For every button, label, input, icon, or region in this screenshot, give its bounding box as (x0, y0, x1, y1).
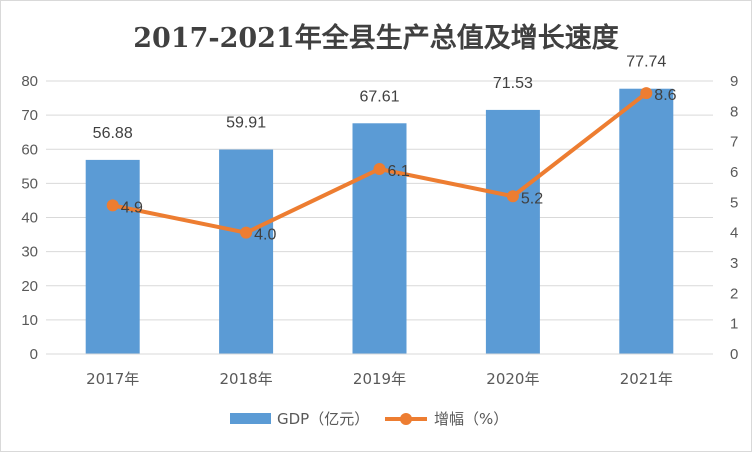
growth-data-label: 4.0 (254, 227, 276, 244)
gdp-bar (619, 88, 674, 354)
right-tick-label: 6 (730, 164, 738, 181)
x-tick-label: 2019年 (353, 370, 406, 388)
legend-gdp-swatch (230, 413, 271, 424)
gdp-data-label: 77.74 (626, 54, 666, 71)
x-tick-label: 2018年 (220, 370, 273, 388)
right-axis: 0 1 2 3 4 5 6 7 8 9 (730, 73, 738, 363)
gdp-bar (219, 149, 274, 354)
left-tick-label: 30 (21, 244, 38, 261)
growth-line: 4.9 4.0 6.1 5.2 8.6 (106, 87, 677, 244)
legend-gdp-label: GDP（亿元） (277, 410, 369, 428)
right-tick-label: 8 (730, 103, 738, 120)
chart-title: 2017-2021年全县生产总值及增长速度 (133, 22, 619, 54)
x-axis: 2017年 2018年 2019年 2020年 2021年 (86, 370, 673, 388)
left-axis: 0 10 20 30 40 50 60 70 80 (21, 73, 38, 363)
left-tick-label: 40 (21, 210, 38, 227)
gdp-bars: 56.88 59.91 67.61 71.53 77.74 (85, 54, 674, 355)
gdp-data-label: 56.88 (93, 125, 133, 142)
left-tick-label: 10 (21, 312, 38, 329)
x-tick-label: 2020年 (486, 370, 539, 388)
growth-point (640, 87, 653, 100)
legend-growth-label: 增幅（%） (434, 410, 508, 428)
left-tick-label: 20 (21, 278, 38, 295)
growth-point (240, 226, 253, 239)
gdp-data-label: 71.53 (493, 75, 533, 92)
left-tick-label: 60 (21, 141, 38, 158)
left-tick-label: 80 (21, 73, 38, 90)
growth-point (106, 199, 119, 212)
growth-data-label: 4.9 (121, 199, 143, 216)
growth-point (373, 162, 386, 175)
x-tick-label: 2021年 (620, 370, 673, 388)
left-tick-label: 70 (21, 107, 38, 124)
legend: GDP（亿元） 增幅（%） (230, 410, 508, 428)
right-tick-label: 2 (730, 285, 738, 302)
growth-data-label: 8.6 (654, 87, 676, 104)
left-tick-label: 0 (30, 346, 38, 363)
left-tick-label: 50 (21, 175, 38, 192)
gdp-data-label: 59.91 (226, 115, 266, 132)
growth-data-label: 5.2 (521, 190, 543, 207)
right-tick-label: 3 (730, 255, 738, 272)
right-tick-label: 9 (730, 73, 738, 90)
legend-growth-marker (400, 413, 412, 425)
gdp-bar (352, 123, 407, 354)
right-tick-label: 1 (730, 316, 738, 333)
gdp-bar (85, 159, 140, 354)
growth-point (506, 190, 519, 203)
right-tick-label: 7 (730, 134, 738, 151)
right-tick-label: 4 (730, 225, 738, 242)
x-tick-label: 2017年 (86, 370, 139, 388)
growth-data-label: 6.1 (388, 163, 410, 180)
gdp-bar (485, 109, 540, 355)
right-tick-label: 5 (730, 194, 738, 211)
gdp-data-label: 67.61 (359, 88, 399, 105)
right-tick-label: 0 (730, 346, 738, 363)
